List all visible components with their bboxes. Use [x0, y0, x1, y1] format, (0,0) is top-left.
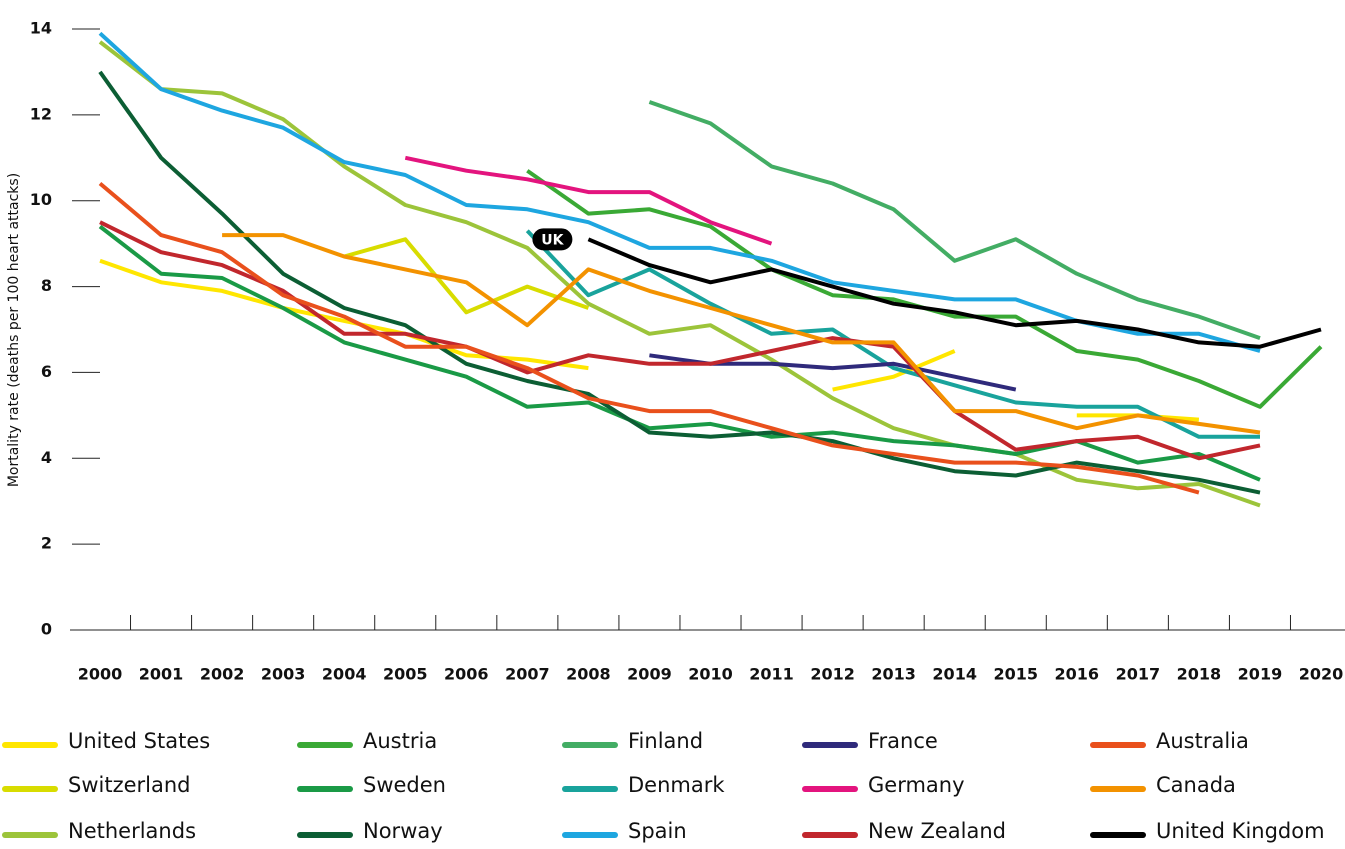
x-tick-label: 2008 — [566, 665, 611, 684]
x-tick-label: 2000 — [78, 665, 123, 684]
y-tick-label: 0 — [41, 620, 52, 639]
legend-label: United Kingdom — [1156, 819, 1325, 843]
x-tick-label: 2003 — [261, 665, 306, 684]
annotation-label: UK — [541, 232, 564, 248]
legend-label: Germany — [868, 773, 965, 797]
x-tick-label: 2014 — [932, 665, 977, 684]
series-line — [649, 353, 1017, 392]
legend-label: Norway — [363, 819, 443, 843]
y-tick-label: 4 — [41, 448, 52, 467]
series-line — [648, 100, 1261, 340]
x-tick-label: 2019 — [1238, 665, 1283, 684]
x-tick-label: 2007 — [505, 665, 550, 684]
series-line — [404, 155, 773, 246]
x-tick-label: 2020 — [1299, 665, 1344, 684]
series-line — [525, 229, 1260, 439]
y-axis-label: Mortality rate (deaths per 100 heart att… — [6, 173, 22, 487]
legend-label: Australia — [1156, 729, 1249, 753]
y-tick-label: 2 — [41, 534, 52, 553]
x-tick-label: 2015 — [993, 665, 1038, 684]
x-tick-label: 2013 — [871, 665, 916, 684]
y-tick-label: 8 — [41, 276, 52, 295]
legend-label: Spain — [628, 819, 687, 843]
x-tick-label: 2005 — [383, 665, 428, 684]
x-tick-label: 2006 — [444, 665, 489, 684]
legend-label: Canada — [1156, 773, 1236, 797]
annotation-pill — [532, 228, 573, 251]
y-tick-label: 12 — [30, 104, 52, 123]
x-tick-label: 2004 — [322, 665, 367, 684]
series-line — [99, 220, 1261, 461]
series-line — [98, 40, 1261, 508]
legend-label: United States — [68, 729, 210, 753]
legend-label: France — [868, 729, 938, 753]
x-tick-label: 2017 — [1116, 665, 1161, 684]
x-tick-label: 2011 — [749, 665, 794, 684]
series-line — [98, 70, 1261, 495]
legend-label: Sweden — [363, 773, 446, 797]
legend-label: Denmark — [628, 773, 725, 797]
y-tick-label: 10 — [30, 190, 52, 209]
y-tick-label: 14 — [30, 19, 52, 38]
x-tick-label: 2002 — [200, 665, 245, 684]
x-tick-label: 2010 — [688, 665, 733, 684]
series-line — [343, 237, 590, 315]
series-line — [98, 31, 1261, 353]
legend-label: Switzerland — [68, 773, 191, 797]
x-tick-label: 2009 — [627, 665, 672, 684]
series-line — [98, 181, 1200, 495]
x-tick-label: 2018 — [1177, 665, 1222, 684]
series-line — [222, 233, 1261, 435]
x-tick-label: 2001 — [139, 665, 184, 684]
x-tick-label: 2016 — [1055, 665, 1100, 684]
legend-label: Finland — [628, 729, 703, 753]
legend-label: New Zealand — [868, 819, 1006, 843]
y-tick-label: 6 — [41, 362, 52, 381]
x-tick-label: 2012 — [810, 665, 855, 684]
legend-label: Netherlands — [68, 819, 196, 843]
legend-label: Austria — [363, 729, 437, 753]
series-line — [587, 237, 1322, 349]
